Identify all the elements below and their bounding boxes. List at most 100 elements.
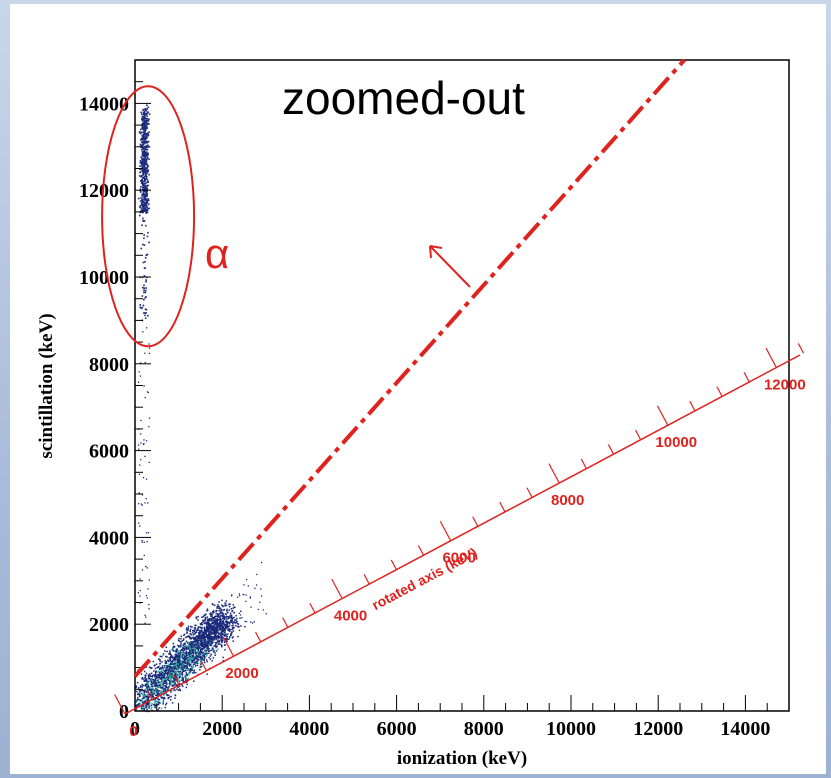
data-point — [143, 136, 145, 139]
data-point — [213, 617, 215, 620]
data-point — [148, 347, 151, 349]
data-point — [145, 135, 148, 138]
data-point — [198, 652, 200, 654]
data-point — [196, 640, 199, 642]
data-point — [146, 686, 149, 689]
data-point — [195, 638, 198, 641]
data-point — [162, 653, 165, 655]
data-point — [193, 645, 195, 647]
data-point — [138, 503, 140, 505]
data-point — [260, 561, 263, 564]
data-point — [153, 682, 155, 684]
data-point — [217, 616, 219, 618]
data-point — [222, 605, 224, 608]
data-point — [140, 433, 142, 435]
data-point — [151, 694, 153, 697]
data-point — [197, 659, 200, 661]
data-point — [194, 665, 197, 667]
data-point — [139, 168, 141, 171]
data-point — [211, 617, 214, 619]
data-point — [188, 635, 190, 637]
data-point — [180, 672, 183, 675]
data-point — [212, 619, 215, 622]
data-point — [140, 706, 143, 709]
data-point — [200, 665, 202, 668]
data-point — [192, 652, 195, 655]
data-point — [209, 655, 212, 657]
data-point — [139, 686, 142, 688]
data-point — [228, 628, 231, 630]
data-point — [206, 643, 209, 646]
data-point — [145, 175, 147, 177]
data-point — [199, 626, 201, 628]
data-point — [206, 618, 209, 620]
data-point — [185, 668, 187, 670]
data-point — [175, 684, 177, 686]
data-point — [205, 648, 208, 651]
data-point — [155, 683, 158, 686]
data-point — [178, 666, 181, 668]
data-point — [138, 214, 141, 217]
data-point — [146, 107, 149, 110]
data-point — [220, 623, 223, 625]
data-point — [196, 637, 199, 640]
data-point — [143, 234, 145, 236]
data-point — [176, 670, 179, 673]
data-point — [168, 665, 170, 668]
data-point — [231, 610, 233, 613]
data-point — [138, 131, 141, 133]
data-point — [205, 627, 208, 630]
data-point — [221, 629, 224, 631]
data-point — [145, 287, 148, 289]
data-point — [218, 601, 220, 603]
data-point — [155, 670, 157, 672]
data-point — [145, 681, 148, 684]
data-point — [138, 522, 140, 524]
data-point — [143, 114, 146, 117]
data-point — [159, 670, 162, 673]
data-point — [180, 666, 183, 669]
data-point — [144, 182, 146, 185]
data-point — [206, 640, 209, 643]
data-point — [154, 705, 157, 707]
data-point — [192, 637, 194, 639]
data-point — [181, 685, 184, 688]
data-point — [217, 614, 220, 616]
data-point — [257, 608, 259, 611]
data-point — [143, 169, 145, 172]
data-point — [177, 679, 180, 681]
data-point — [228, 625, 231, 627]
data-point — [213, 616, 216, 619]
data-point — [142, 127, 145, 130]
data-point — [140, 148, 143, 151]
data-point — [180, 654, 183, 656]
data-point — [141, 693, 144, 696]
rotated-axis-tick — [417, 545, 425, 556]
data-point — [224, 630, 226, 632]
data-point — [178, 637, 180, 640]
data-point — [142, 192, 145, 194]
data-point — [211, 622, 214, 624]
data-point — [204, 653, 207, 655]
data-point — [204, 639, 207, 641]
data-point — [178, 671, 180, 673]
data-point — [157, 708, 159, 711]
data-point — [143, 385, 145, 387]
data-point — [223, 641, 226, 644]
data-point — [143, 147, 145, 150]
data-point — [169, 665, 171, 667]
data-point — [182, 663, 185, 665]
data-point — [146, 112, 149, 115]
data-point — [147, 207, 149, 210]
data-point — [147, 684, 150, 686]
data-point — [146, 206, 148, 208]
data-point — [157, 680, 159, 683]
data-point — [197, 629, 199, 631]
data-point — [185, 648, 187, 651]
data-point — [208, 631, 211, 634]
data-point — [165, 684, 167, 687]
data-point — [188, 659, 190, 661]
data-point — [204, 614, 206, 617]
data-point — [148, 131, 150, 133]
data-point — [159, 684, 161, 686]
